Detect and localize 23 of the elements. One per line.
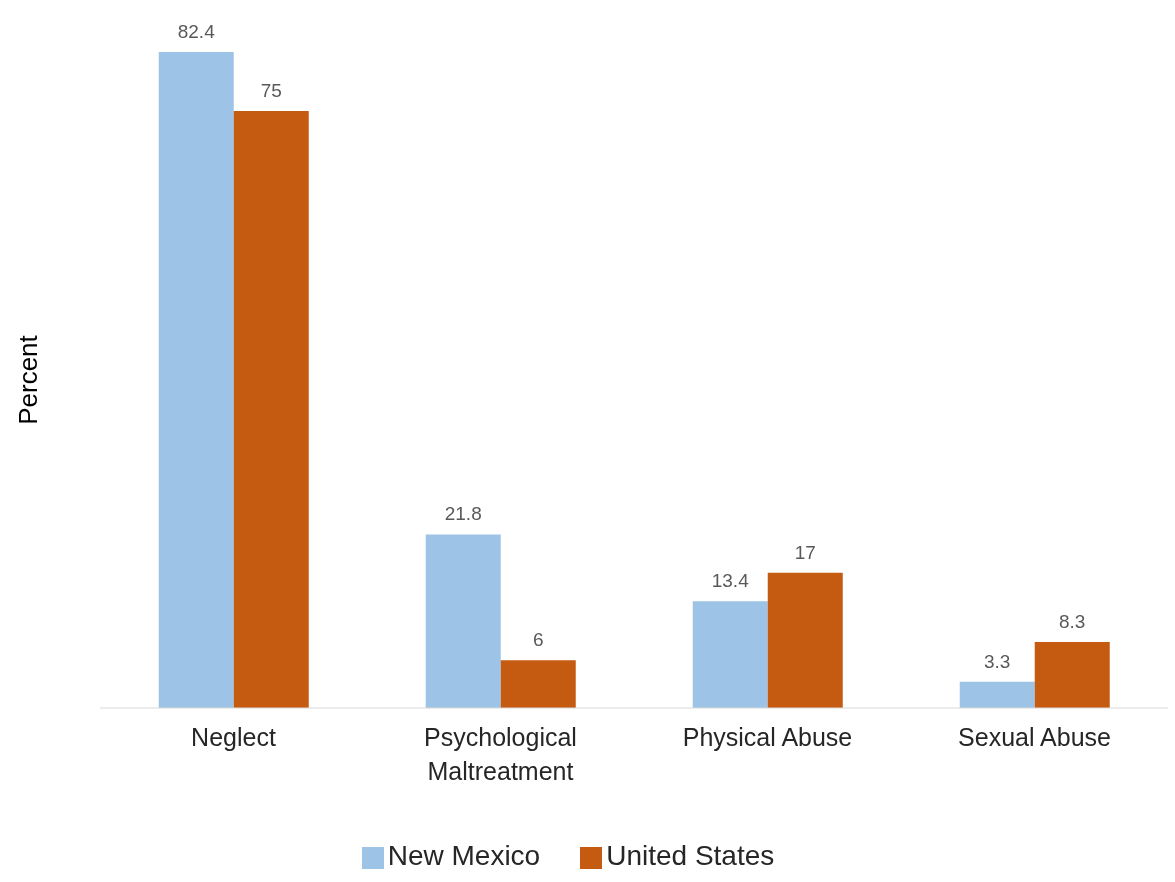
legend-label: New Mexico bbox=[387, 840, 541, 871]
data-label: 82.4 bbox=[177, 21, 216, 42]
bar bbox=[158, 52, 234, 708]
bar bbox=[692, 601, 768, 708]
data-label: 13.4 bbox=[711, 570, 750, 592]
data-label: 21.8 bbox=[444, 503, 482, 525]
data-label: 3.3 bbox=[984, 650, 1011, 672]
y-axis-title: Percent bbox=[13, 334, 44, 425]
x-tick-label: Neglect bbox=[191, 723, 276, 751]
data-label: 8.3 bbox=[1059, 610, 1086, 632]
legend-label: United States bbox=[606, 840, 775, 871]
data-label: 6 bbox=[532, 629, 544, 651]
x-tick-label: Sexual Abuse bbox=[958, 723, 1111, 751]
x-tick-label: Physical Abuse bbox=[682, 723, 853, 751]
bar bbox=[425, 534, 501, 708]
data-label: 17 bbox=[794, 541, 816, 563]
data-label: 75 bbox=[260, 79, 282, 101]
x-tick-label: Psychological Maltreatment bbox=[424, 723, 577, 785]
bar bbox=[959, 681, 1035, 708]
bar bbox=[233, 110, 309, 708]
bar bbox=[500, 660, 576, 708]
bar bbox=[767, 572, 843, 708]
bar bbox=[1034, 641, 1110, 708]
